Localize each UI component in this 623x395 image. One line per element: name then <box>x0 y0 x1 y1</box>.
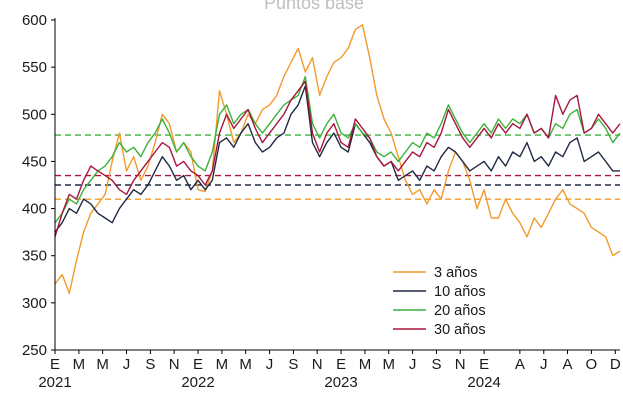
legend: 3 años 10 años 20 años 30 años <box>393 265 486 338</box>
y-tick-label: 300 <box>22 295 47 312</box>
x-tick-label: E <box>479 356 489 373</box>
series-line-4 <box>54 80 621 238</box>
x-tick-label: S <box>145 356 155 373</box>
x-tick-label: N <box>455 356 466 373</box>
series-line-3 <box>54 75 621 224</box>
x-tick-label: E <box>50 356 60 373</box>
x-year-label: 2021 <box>38 374 71 391</box>
legend-label: 10 años <box>434 284 486 300</box>
x-tick-label: N <box>169 356 180 373</box>
y-tick-label: 600 <box>22 12 47 29</box>
x-tick-label: M <box>239 356 252 373</box>
x-tick-label: A <box>515 356 525 373</box>
y-tick-label: 250 <box>22 342 47 359</box>
x-tick-label: J <box>123 356 131 373</box>
x-tick-label: J <box>409 356 417 373</box>
series-line-1 <box>54 24 621 295</box>
chart-title: Puntos base <box>264 0 364 13</box>
x-tick-label: S <box>288 356 298 373</box>
x-tick-label: J <box>266 356 274 373</box>
series-line-2 <box>54 85 620 233</box>
legend-label: 3 años <box>434 265 478 281</box>
average-lines <box>55 134 620 200</box>
y-tick-label: 400 <box>22 201 47 218</box>
x-tick-label: M <box>96 356 109 373</box>
x-tick-label: E <box>193 356 203 373</box>
legend-label: 30 años <box>434 322 486 338</box>
x-year-label: 2023 <box>324 374 357 391</box>
x-tick-label: E <box>336 356 346 373</box>
series-lines <box>54 24 621 295</box>
x-tick-label: A <box>562 356 572 373</box>
legend-label: 20 años <box>434 303 486 319</box>
x-tick-label: N <box>312 356 323 373</box>
y-tick-label: 450 <box>22 153 47 170</box>
x-tick-label: M <box>359 356 372 373</box>
y-tick-label: 500 <box>22 106 47 123</box>
y-tick-label: 550 <box>22 59 47 76</box>
x-tick-label: M <box>216 356 229 373</box>
x-tick-label: O <box>586 356 598 373</box>
x-tick-label: M <box>382 356 395 373</box>
x-year-label: 2022 <box>181 374 214 391</box>
y-tick-label: 350 <box>22 248 47 265</box>
x-tick-label: J <box>540 356 548 373</box>
x-year-label: 2024 <box>467 374 500 391</box>
x-tick-label: D <box>610 356 621 373</box>
x-tick-label: M <box>73 356 86 373</box>
x-tick-label: S <box>431 356 441 373</box>
